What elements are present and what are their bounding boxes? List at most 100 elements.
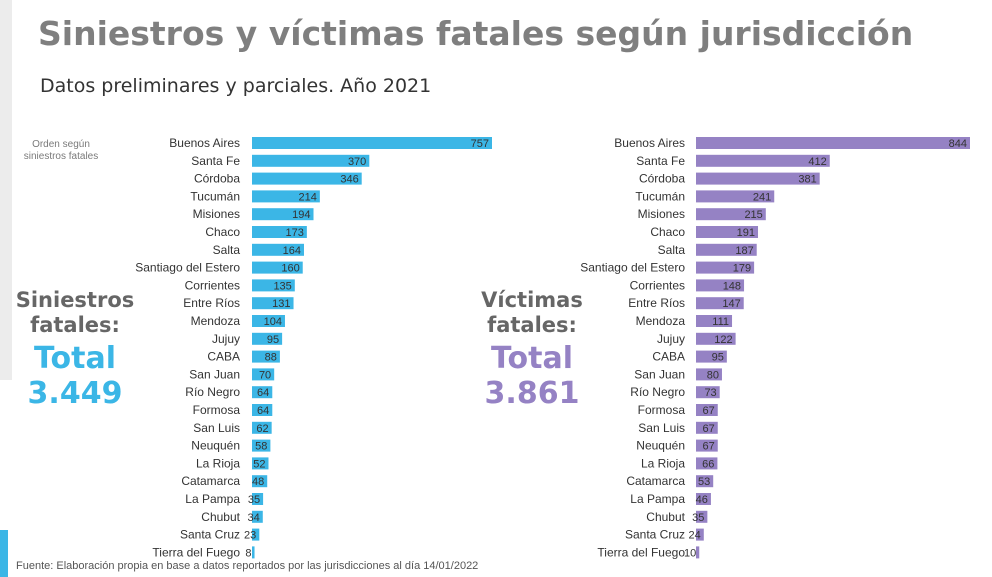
victimas-category-label: Mendoza	[636, 314, 686, 328]
victimas-bar	[696, 528, 704, 541]
victimas-bar	[696, 368, 722, 381]
total-victimas-word: Total	[491, 341, 573, 376]
siniestros-bar	[252, 350, 280, 363]
victimas-value-label: 10	[684, 547, 696, 559]
siniestros-category-label: Catamarca	[181, 474, 240, 488]
siniestros-bar	[252, 368, 275, 381]
victimas-value-label: 73	[704, 387, 716, 399]
left-accent-strip	[0, 530, 8, 577]
victimas-category-label: Jujuy	[657, 332, 685, 346]
siniestros-value-label: 164	[283, 245, 301, 257]
victimas-category-label: Formosa	[638, 403, 686, 417]
siniestros-category-label: Corrientes	[185, 278, 240, 292]
siniestros-value-label: 48	[252, 476, 264, 488]
victimas-bar	[696, 297, 744, 310]
siniestros-category-label: Misiones	[193, 207, 240, 221]
siniestros-value-label: 52	[253, 458, 265, 470]
victimas-value-label: 241	[753, 191, 771, 203]
siniestros-category-label: Santa Fe	[191, 154, 240, 168]
siniestros-value-label: 757	[471, 138, 489, 150]
victimas-category-label: Buenos Aires	[614, 136, 685, 150]
page-title: Siniestros y víctimas fatales según juri…	[38, 14, 914, 53]
victimas-bar	[696, 404, 718, 416]
siniestros-bar	[252, 404, 273, 416]
victimas-category-label: Neuquén	[636, 439, 685, 453]
siniestros-category-label: La Pampa	[185, 492, 240, 506]
victimas-value-label: 67	[703, 405, 715, 417]
victimas-value-label: 412	[808, 156, 826, 168]
siniestros-category-label: San Juan	[189, 367, 240, 381]
victimas-category-label: Catamarca	[626, 474, 685, 488]
siniestros-bar	[252, 137, 492, 149]
total-siniestros-word: Total	[34, 341, 116, 376]
victimas-category-label: Corrientes	[630, 278, 685, 292]
siniestros-category-label: Salta	[213, 243, 241, 257]
victimas-value-label: 35	[692, 512, 704, 524]
siniestros-bar	[252, 439, 271, 452]
siniestros-value-label: 23	[244, 530, 256, 542]
siniestros-bar	[252, 457, 269, 470]
victimas-bar	[696, 493, 711, 505]
victimas-value-label: 46	[696, 494, 708, 506]
victimas-category-label: Río Negro	[630, 385, 685, 399]
siniestros-category-label: Entre Ríos	[183, 296, 240, 310]
victimas-bar	[696, 457, 718, 470]
victimas-bar	[696, 510, 708, 523]
siniestros-value-label: 34	[248, 512, 260, 524]
siniestros-bar	[252, 279, 295, 292]
victimas-bar	[696, 439, 718, 452]
victimas-category-label: San Luis	[638, 421, 685, 435]
siniestros-category-label: San Luis	[193, 421, 240, 435]
victimas-value-label: 381	[798, 174, 816, 186]
siniestros-value-label: 160	[281, 263, 299, 275]
victimas-bar	[696, 137, 970, 149]
victimas-value-label: 215	[744, 209, 762, 221]
victimas-bar	[696, 421, 718, 434]
total-siniestros: Siniestros fatales: Total 3.449	[10, 288, 140, 412]
victimas-bar	[696, 208, 766, 221]
siniestros-value-label: 58	[255, 441, 267, 453]
total-victimas: Víctimas fatales: Total 3.861	[474, 288, 590, 412]
victimas-category-label: Tucumán	[635, 189, 685, 203]
siniestros-bar	[252, 386, 273, 399]
siniestros-category-label: CABA	[207, 350, 240, 364]
siniestros-bar	[252, 261, 303, 274]
siniestros-value-label: 88	[265, 352, 277, 364]
siniestros-category-label: Chaco	[205, 225, 240, 239]
page-subtitle: Datos preliminares y parciales. Año 2021	[40, 75, 432, 97]
victimas-category-label: Santiago del Estero	[580, 261, 685, 275]
siniestros-category-label: Santiago del Estero	[135, 261, 240, 275]
victimas-bar	[696, 243, 757, 256]
siniestros-category-label: Río Negro	[185, 385, 240, 399]
siniestros-bar	[252, 546, 255, 559]
siniestros-bar	[252, 172, 362, 185]
siniestros-bar	[252, 190, 320, 203]
victimas-value-label: 148	[723, 280, 741, 292]
siniestros-bar	[252, 332, 283, 345]
order-note: Orden según siniestros fatales	[23, 139, 99, 162]
siniestros-value-label: 173	[285, 227, 303, 239]
victimas-value-label: 111	[712, 316, 729, 328]
victimas-category-label: CABA	[652, 350, 685, 364]
siniestros-value-label: 8	[245, 547, 251, 559]
victimas-bar	[696, 332, 736, 345]
total-siniestros-value: 3.449	[27, 376, 123, 411]
siniestros-category-label: Chubut	[201, 510, 240, 524]
victimas-category-label: Santa Fe	[636, 154, 685, 168]
victimas-category-label: La Rioja	[641, 456, 685, 470]
victimas-value-label: 66	[702, 458, 714, 470]
victimas-value-label: 179	[733, 263, 751, 275]
siniestros-bar	[252, 243, 304, 256]
siniestros-category-label: Buenos Aires	[169, 136, 240, 150]
victimas-value-label: 122	[714, 334, 732, 346]
siniestros-value-label: 62	[256, 423, 268, 435]
total-siniestros-label: Siniestros fatales:	[15, 288, 135, 337]
victimas-bar	[696, 226, 759, 238]
victimas-category-label: Chubut	[646, 510, 685, 524]
siniestros-category-label: La Rioja	[196, 456, 240, 470]
siniestros-bar	[252, 528, 260, 541]
victimas-value-label: 187	[735, 245, 753, 257]
victimas-bar	[696, 279, 745, 292]
siniestros-category-label: Neuquén	[191, 439, 240, 453]
